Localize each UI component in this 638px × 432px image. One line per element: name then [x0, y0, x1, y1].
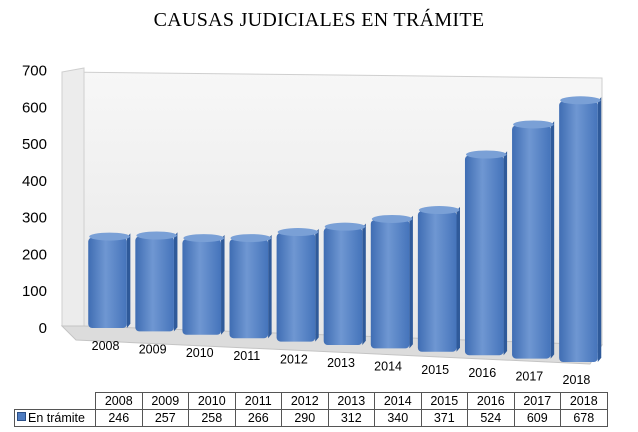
bar-2015 — [417, 206, 460, 352]
table-year-cell: 2012 — [281, 392, 329, 410]
bar-2011 — [229, 234, 272, 339]
data-table-values-row: En trámite 246 257 258 266 290 312 340 371 524 60… — [14, 409, 608, 427]
x-tick-label: 2011 — [233, 349, 260, 363]
bar-2016 — [464, 150, 508, 356]
y-tick-label: 400 — [22, 173, 47, 190]
table-value-cell: 257 — [141, 409, 189, 427]
table-year-cell: 2014 — [374, 392, 422, 410]
table-year-cell: 2018 — [560, 392, 608, 410]
data-table-corner — [14, 392, 96, 410]
table-year-cell: 2008 — [95, 392, 143, 410]
data-table-series-label: En trámite — [14, 409, 96, 427]
table-value-cell: 678 — [560, 409, 608, 427]
bar-2012 — [276, 228, 319, 342]
x-tick-label: 2013 — [327, 356, 355, 370]
x-tick-label: 2009 — [139, 342, 167, 356]
data-table-header-row: 2008 2009 2010 2011 2012 2013 2014 2015 2016 2017… — [14, 392, 608, 410]
x-tick-label: 2010 — [186, 346, 214, 360]
legend-swatch — [17, 412, 26, 421]
chart-side-wall — [61, 67, 85, 327]
table-value-cell: 246 — [95, 409, 143, 427]
y-tick-label: 500 — [22, 136, 47, 153]
data-table: 2008 2009 2010 2011 2012 2013 2014 2015 2016 2017… — [14, 392, 608, 427]
y-tick-label: 700 — [22, 63, 47, 80]
y-tick-label: 100 — [22, 283, 47, 300]
table-year-cell: 2017 — [513, 392, 561, 410]
bar-2010 — [182, 234, 225, 335]
table-year-cell: 2013 — [327, 392, 375, 410]
table-year-cell: 2009 — [141, 392, 189, 410]
table-value-cell: 609 — [513, 409, 561, 427]
x-tick-label: 2014 — [374, 359, 402, 373]
x-tick-label: 2016 — [468, 366, 496, 380]
x-tick-label: 2012 — [280, 353, 308, 367]
y-tick-label: 300 — [22, 210, 47, 227]
bar-2013 — [323, 222, 366, 345]
table-year-cell: 2011 — [234, 392, 282, 410]
table-value-cell: 371 — [420, 409, 468, 427]
chart-title: CAUSAS JUDICIALES EN TRÁMITE — [153, 9, 485, 31]
y-tick-label: 0 — [39, 320, 47, 337]
table-value-cell: 524 — [467, 409, 515, 427]
series-name: En trámite — [28, 411, 85, 425]
chart-plot: 0 100 200 300 400 500 600 700 2008 2009 2010 2011 2… — [22, 63, 603, 387]
table-year-cell: 2016 — [467, 392, 515, 410]
y-tick-label: 200 — [22, 246, 47, 263]
bar-2014 — [370, 214, 413, 349]
table-value-cell: 312 — [327, 409, 375, 427]
table-value-cell: 340 — [374, 409, 422, 427]
table-year-cell: 2015 — [420, 392, 468, 410]
bar-2009 — [135, 231, 178, 332]
x-tick-label: 2008 — [92, 339, 120, 353]
x-tick-label: 2018 — [563, 373, 591, 387]
bar-2018 — [559, 96, 602, 363]
bar-2008 — [88, 232, 131, 328]
table-value-cell: 290 — [281, 409, 329, 427]
bar-2017 — [512, 120, 555, 359]
table-year-cell: 2010 — [188, 392, 236, 410]
x-tick-label: 2017 — [515, 370, 543, 384]
table-value-cell: 266 — [234, 409, 282, 427]
y-tick-label: 600 — [22, 99, 47, 116]
x-tick-label: 2015 — [421, 363, 449, 377]
table-value-cell: 258 — [188, 409, 236, 427]
